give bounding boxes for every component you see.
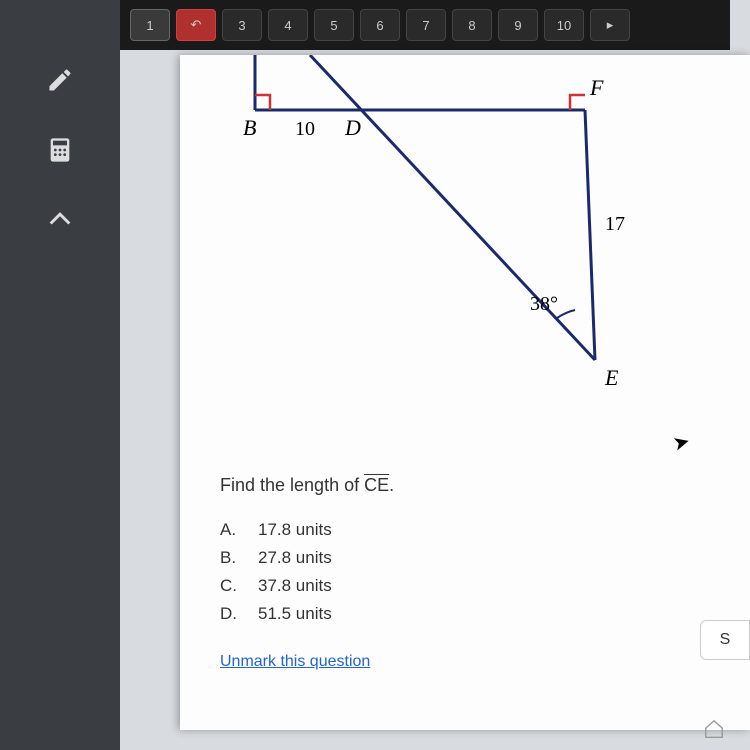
question-prompt: Find the length of CE. [180, 455, 750, 506]
calculator-icon[interactable] [40, 130, 80, 170]
answer-letter: D. [220, 604, 240, 624]
label-17: 17 [605, 213, 625, 235]
nav-btn-1[interactable]: 1 [130, 9, 170, 41]
answer-text: 37.8 units [258, 576, 332, 596]
nav-btn-10[interactable]: 10 [544, 9, 584, 41]
label-F: F [589, 75, 604, 100]
home-icon[interactable] [703, 718, 725, 745]
label-B: B [243, 115, 256, 140]
label-38: 38° [530, 293, 558, 315]
unmark-link[interactable]: Unmark this question [180, 638, 410, 686]
answer-option-c[interactable]: C. 37.8 units [220, 572, 710, 600]
nav-btn-6[interactable]: 6 [360, 9, 400, 41]
nav-btn-3[interactable]: 3 [222, 9, 262, 41]
answer-text: 27.8 units [258, 548, 332, 568]
label-E: E [604, 365, 619, 390]
left-sidebar [0, 0, 120, 750]
segment-name: CE [364, 475, 389, 495]
nav-btn-8[interactable]: 8 [452, 9, 492, 41]
nav-btn-back[interactable]: ↶ [176, 9, 216, 41]
answer-option-b[interactable]: B. 27.8 units [220, 544, 710, 572]
nav-btn-7[interactable]: 7 [406, 9, 446, 41]
nav-btn-4[interactable]: 4 [268, 9, 308, 41]
prompt-prefix: Find the length of [220, 475, 364, 495]
pen-icon[interactable] [40, 60, 80, 100]
submit-button[interactable]: S [700, 620, 750, 660]
answer-text: 17.8 units [258, 520, 332, 540]
prompt-suffix: . [389, 475, 394, 495]
answer-list: A. 17.8 units B. 27.8 units C. 37.8 unit… [180, 506, 750, 638]
collapse-icon[interactable] [40, 200, 80, 240]
answer-letter: B. [220, 548, 240, 568]
answer-option-d[interactable]: D. 51.5 units [220, 600, 710, 628]
nav-btn-9[interactable]: 9 [498, 9, 538, 41]
label-D: D [344, 115, 361, 140]
answer-letter: C. [220, 576, 240, 596]
label-10: 10 [295, 118, 315, 140]
content-area: B 10 D F 17 38° E ➤ Find the length of C… [180, 55, 750, 730]
nav-btn-5[interactable]: 5 [314, 9, 354, 41]
answer-letter: A. [220, 520, 240, 540]
answer-text: 51.5 units [258, 604, 332, 624]
geometry-diagram: B 10 D F 17 38° E ➤ [180, 55, 750, 455]
top-nav-bar: 1 ↶ 3 4 5 6 7 8 9 10 ▸ [120, 0, 730, 50]
nav-btn-next[interactable]: ▸ [590, 9, 630, 41]
answer-option-a[interactable]: A. 17.8 units [220, 516, 710, 544]
